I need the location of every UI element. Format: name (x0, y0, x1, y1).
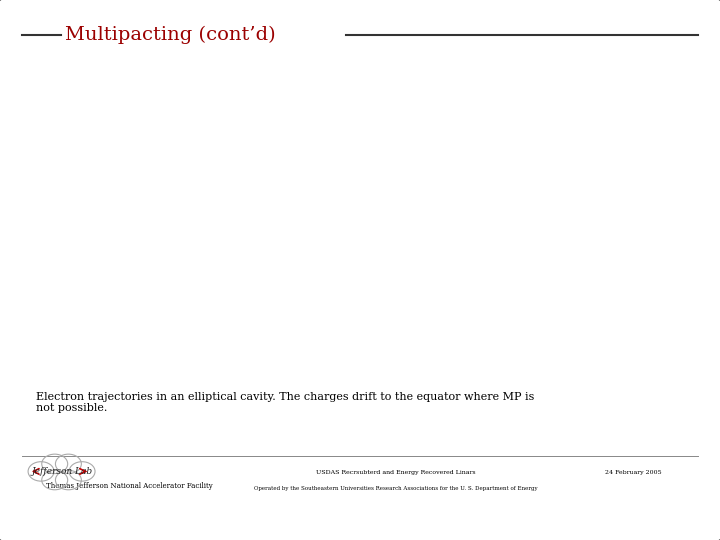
Text: Electron trajectories in an elliptical cavity. The charges drift to the equator : Electron trajectories in an elliptical c… (36, 392, 534, 413)
X-axis label: z [cm]: z [cm] (348, 369, 379, 379)
Text: Operated by the Southeastern Universities Research Associations for the U. S. De: Operated by the Southeastern Universitie… (254, 486, 538, 491)
Text: Primary: Primary (454, 286, 494, 315)
Text: Multipacting (cont’d): Multipacting (cont’d) (65, 26, 276, 44)
Text: Thomas Jefferson National Accelerator Facility: Thomas Jefferson National Accelerator Fa… (46, 482, 213, 490)
Text: 24 February 2005: 24 February 2005 (606, 470, 662, 475)
Text: Equator: Equator (314, 80, 379, 110)
Y-axis label: ρ (cm): ρ (cm) (120, 195, 130, 226)
Text: USDAS Recrsubterd and Energy Recovered Linars: USDAS Recrsubterd and Energy Recovered L… (316, 470, 476, 475)
Text: Jefferson Lab: Jefferson Lab (32, 468, 92, 476)
